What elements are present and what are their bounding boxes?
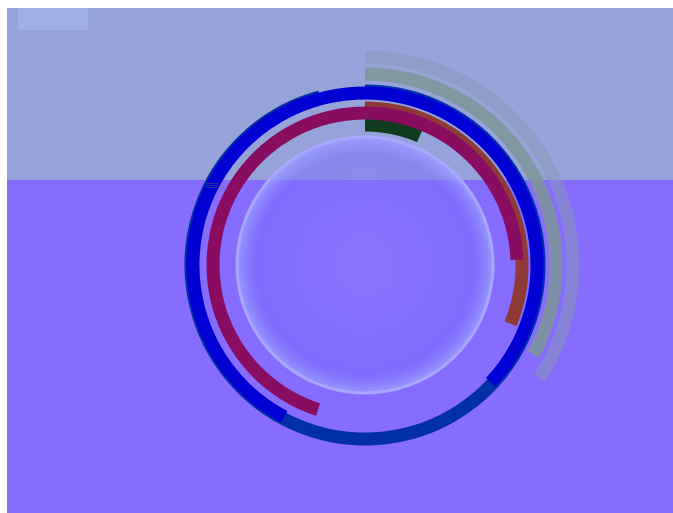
radial-bar-1: [364, 50, 580, 382]
radial-bar-2: [364, 67, 563, 358]
radial-bar-6: [186, 86, 544, 423]
center-disc: [235, 135, 495, 395]
radial-bar-5: [364, 118, 423, 143]
radial-bar-7: [206, 106, 524, 416]
axis-tick-mark: [206, 183, 218, 189]
legend-swatch: [18, 8, 88, 30]
